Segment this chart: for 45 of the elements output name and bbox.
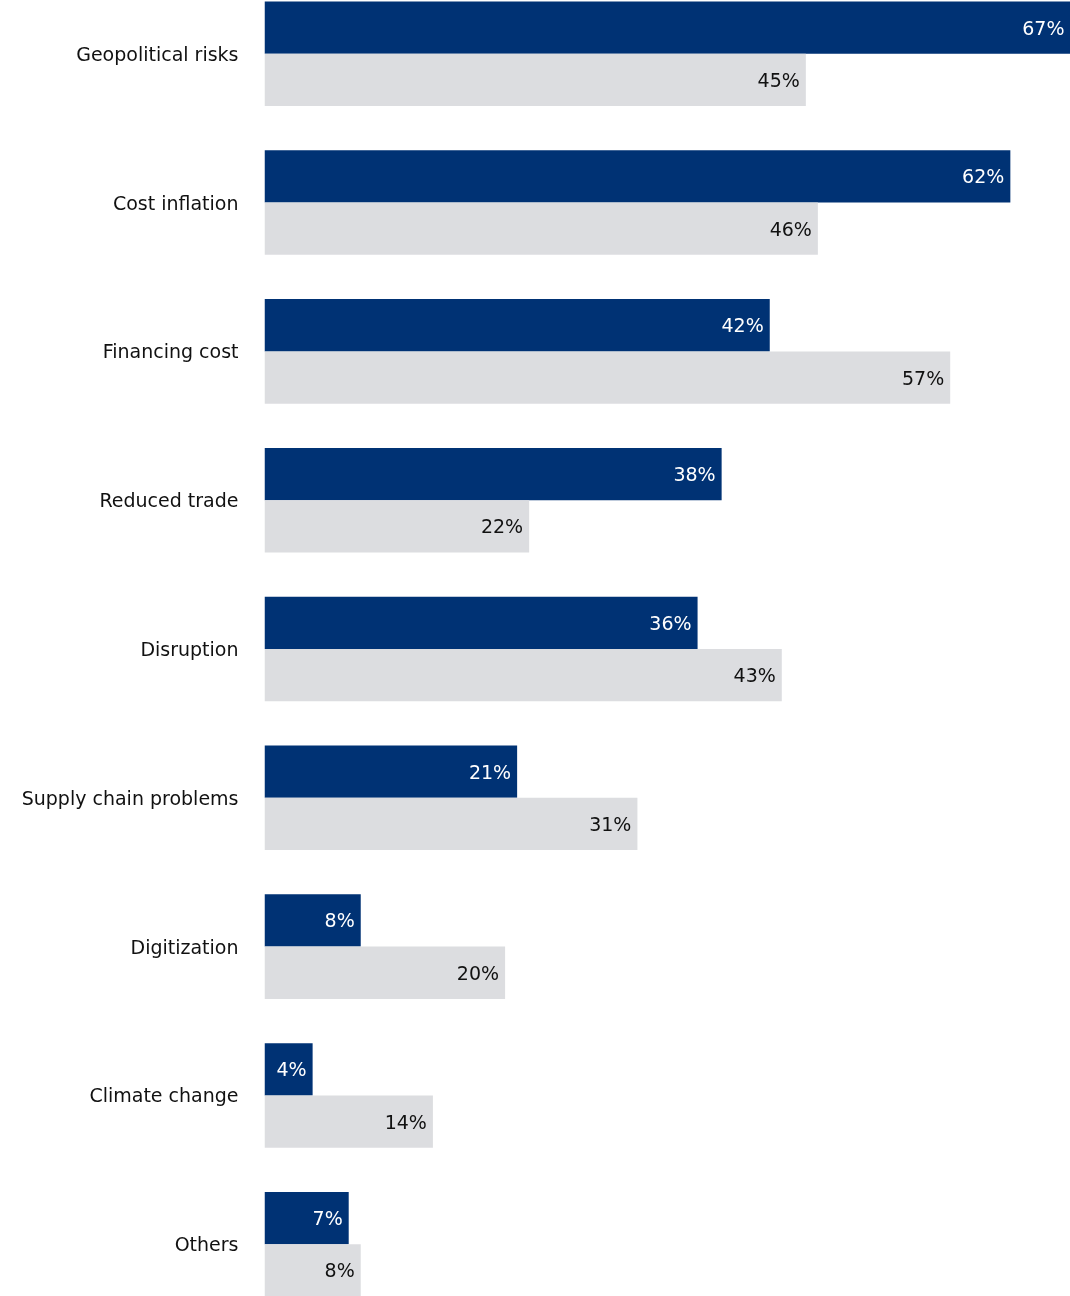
bar bbox=[264, 1095, 433, 1148]
data-label: 31% bbox=[589, 812, 632, 835]
data-label: 4% bbox=[276, 1058, 307, 1081]
y-tick-label: Digitization bbox=[130, 935, 239, 958]
data-label: 7% bbox=[312, 1207, 343, 1230]
y-tick-label: Others bbox=[174, 1233, 239, 1256]
y-tick-label: Reduced trade bbox=[99, 489, 239, 512]
data-label: 45% bbox=[757, 68, 800, 91]
bar bbox=[264, 1191, 349, 1245]
bar bbox=[264, 1, 1070, 54]
data-label: 43% bbox=[733, 664, 776, 687]
bar bbox=[264, 946, 506, 999]
data-label: 57% bbox=[901, 366, 945, 389]
y-tick-label: Financing cost bbox=[102, 340, 239, 363]
data-label: 22% bbox=[480, 515, 524, 538]
bar bbox=[264, 894, 361, 947]
bar bbox=[264, 53, 806, 107]
y-tick-label: Disruption bbox=[140, 638, 239, 660]
y-tick-label: Supply chain problems bbox=[21, 786, 239, 809]
bar bbox=[264, 797, 638, 851]
data-label: 46% bbox=[769, 217, 812, 240]
data-label: 20% bbox=[456, 961, 500, 984]
bar bbox=[264, 500, 530, 553]
y-tick-label: Geopolitical risks bbox=[76, 42, 239, 65]
data-label: 62% bbox=[962, 165, 1005, 188]
data-label: 14% bbox=[384, 1110, 427, 1133]
data-label: 42% bbox=[721, 314, 764, 337]
bar bbox=[264, 299, 770, 352]
bar bbox=[264, 202, 818, 255]
data-label: 38% bbox=[673, 463, 716, 486]
bar bbox=[264, 745, 518, 798]
data-label: 8% bbox=[324, 909, 355, 932]
data-label: 8% bbox=[324, 1259, 355, 1282]
data-label: 36% bbox=[649, 611, 692, 634]
bar bbox=[264, 351, 951, 404]
bar bbox=[264, 150, 1011, 203]
y-tick-label: Climate change bbox=[89, 1084, 239, 1107]
data-label: 21% bbox=[468, 760, 512, 783]
y-tick-label: Cost inflation bbox=[112, 191, 239, 214]
data-label: 67% bbox=[1022, 16, 1065, 39]
bar bbox=[264, 649, 782, 702]
bar bbox=[264, 1043, 313, 1096]
bar bbox=[264, 596, 698, 649]
bar bbox=[264, 447, 722, 501]
bar bbox=[264, 1244, 361, 1296]
